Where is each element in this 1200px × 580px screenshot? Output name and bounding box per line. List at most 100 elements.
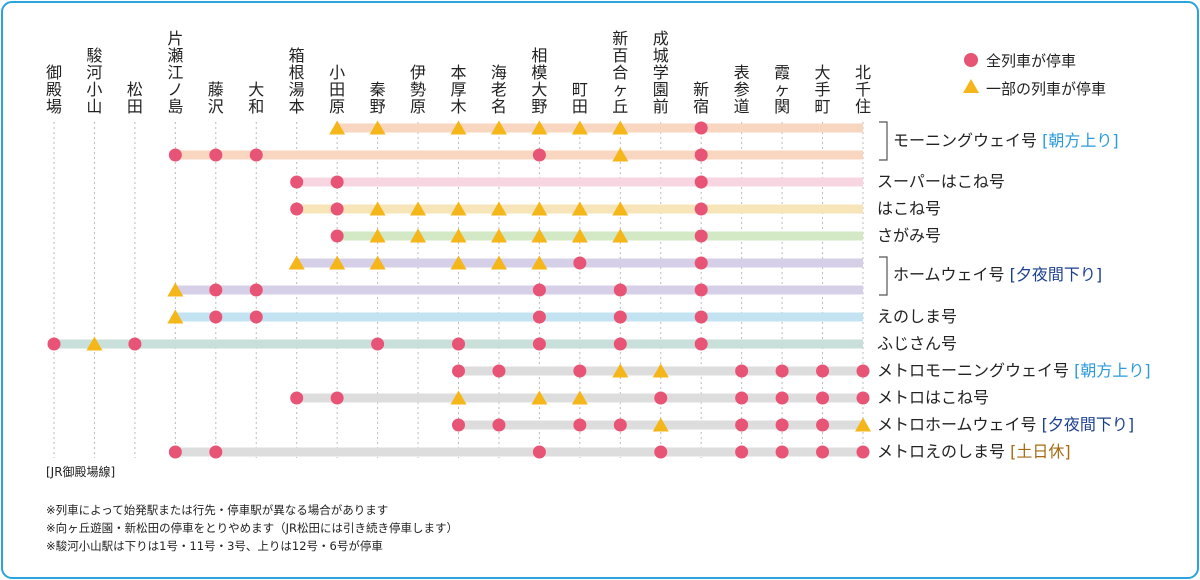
stop-all-marker xyxy=(249,283,263,297)
stop-all-marker xyxy=(532,310,546,324)
footnote: ※列車によって始発駅または行先・停車駅が異なる場合があります xyxy=(46,503,389,517)
station-name: 箱根湯本 xyxy=(288,46,305,116)
stop-all-marker xyxy=(856,391,870,405)
stop-some-marker xyxy=(531,228,548,243)
legend-triangle-icon xyxy=(963,79,979,93)
service-bar xyxy=(175,447,864,457)
service-label-enoshima: えのしま号 xyxy=(877,307,958,326)
service-note: [朝方上り] xyxy=(1074,361,1151,380)
station-name: 新百合ヶ丘 xyxy=(612,29,629,116)
stop-all-marker xyxy=(856,364,870,378)
stop-some-marker xyxy=(571,228,588,243)
stop-all-marker xyxy=(249,310,263,324)
station-name: 大手町 xyxy=(814,63,831,116)
stop-all-marker xyxy=(573,364,587,378)
stop-some-marker xyxy=(531,201,548,216)
stop-all-marker xyxy=(735,391,749,405)
stop-some-marker xyxy=(167,282,184,297)
stop-all-marker xyxy=(573,256,587,270)
service-name: ホームウェイ号 xyxy=(893,265,1005,284)
bracket-home-way xyxy=(879,256,888,296)
stop-all-marker xyxy=(613,283,627,297)
service-bar xyxy=(175,312,864,322)
stop-all-marker xyxy=(168,445,182,459)
stop-all-marker xyxy=(816,445,830,459)
station-name: 相模大野 xyxy=(531,46,548,116)
stop-all-marker xyxy=(694,310,708,324)
stop-all-marker xyxy=(694,121,708,135)
stop-all-marker xyxy=(452,364,465,378)
service-bar xyxy=(296,177,863,187)
stop-some-marker xyxy=(490,255,507,270)
stop-all-marker xyxy=(816,391,830,405)
stop-all-marker xyxy=(209,148,223,162)
service-label-morning-way: モーニングウェイ号 [朝方上り] xyxy=(893,131,1119,151)
stop-some-marker xyxy=(612,228,629,243)
stop-some-marker xyxy=(490,120,507,135)
service-label-fujisan: ふじさん号 xyxy=(877,334,958,353)
stop-some-marker xyxy=(450,201,467,216)
stop-all-marker xyxy=(532,148,546,162)
stop-some-marker xyxy=(288,255,305,270)
stop-all-marker xyxy=(249,148,263,162)
bracket-morning-way xyxy=(879,121,888,161)
stop-all-marker xyxy=(532,445,546,459)
jr-gotemba-line-note: [JR御殿場線] xyxy=(46,465,116,479)
stop-all-marker xyxy=(47,337,61,351)
stop-some-marker xyxy=(369,201,386,216)
stop-some-marker xyxy=(410,201,427,216)
stop-some-marker xyxy=(531,255,548,270)
station-name: 松田 xyxy=(126,80,143,116)
station-name: 新宿 xyxy=(693,80,710,116)
stop-all-marker xyxy=(613,337,627,351)
stop-all-marker xyxy=(694,175,708,189)
stop-all-marker xyxy=(694,202,708,216)
stop-some-marker xyxy=(612,363,629,378)
stop-all-marker xyxy=(573,418,587,432)
stop-some-marker xyxy=(369,255,386,270)
stop-all-marker xyxy=(330,202,344,216)
stop-all-marker xyxy=(775,418,789,432)
stop-all-marker xyxy=(128,337,142,351)
stop-all-marker xyxy=(816,364,830,378)
stop-all-marker xyxy=(209,310,223,324)
stop-all-marker xyxy=(775,391,789,405)
stop-all-marker xyxy=(532,283,546,297)
stop-all-marker xyxy=(694,229,708,243)
station-name: 伊勢原 xyxy=(410,63,427,116)
stop-all-marker xyxy=(371,337,385,351)
service-name: モーニングウェイ号 xyxy=(893,131,1038,150)
stop-some-marker xyxy=(490,201,507,216)
stop-all-marker xyxy=(209,283,223,297)
stop-all-marker xyxy=(735,364,749,378)
stop-all-marker xyxy=(735,418,749,432)
stop-all-marker xyxy=(735,445,749,459)
service-label-super-hakone: スーパーはこね号 xyxy=(877,172,1005,191)
stop-all-marker xyxy=(816,418,830,432)
stop-some-marker xyxy=(531,390,548,405)
service-label-metro-morning-way: メトロモーニングウェイ号 [朝方上り] xyxy=(877,361,1151,381)
stop-some-marker xyxy=(571,390,588,405)
service-note: [夕夜間下り] xyxy=(1009,265,1103,284)
stop-some-marker xyxy=(652,363,669,378)
service-name: メトロモーニングウェイ号 xyxy=(877,361,1070,380)
stop-all-marker xyxy=(330,391,344,405)
stop-all-marker xyxy=(856,445,870,459)
stop-some-marker xyxy=(612,120,629,135)
stop-some-marker xyxy=(86,336,103,351)
stop-some-marker xyxy=(450,228,467,243)
station-name: 秦野 xyxy=(369,80,386,116)
station-name: 大和 xyxy=(248,80,265,116)
station-name: 成城学園前 xyxy=(652,29,669,116)
station-name: 片瀬江ノ島 xyxy=(167,29,184,116)
station-name: 本厚木 xyxy=(450,63,467,116)
legend-all-stop-label: 全列車が停車 xyxy=(986,52,1077,70)
stop-some-marker xyxy=(855,417,871,432)
stop-some-marker xyxy=(450,390,467,405)
service-label-metro-hakone: メトロはこね号 xyxy=(877,388,990,407)
service-bar xyxy=(337,231,863,241)
stop-some-marker xyxy=(450,255,467,270)
stop-some-marker xyxy=(410,228,427,243)
stop-some-marker xyxy=(329,120,346,135)
